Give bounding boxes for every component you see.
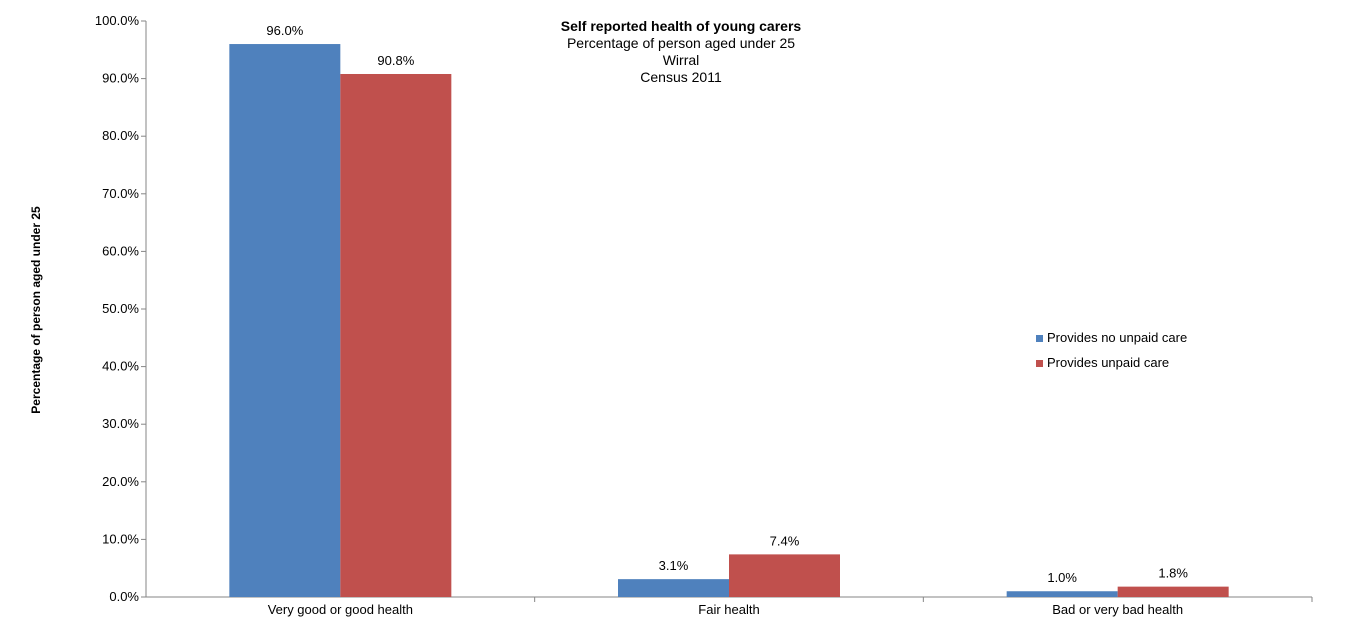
y-tick-label: 80.0% (102, 128, 139, 143)
y-tick-label: 40.0% (102, 359, 139, 374)
x-category-label: Bad or very bad health (1052, 602, 1183, 617)
legend-label: Provides no unpaid care (1047, 330, 1187, 345)
y-tick-label: 90.0% (102, 71, 139, 86)
y-tick-label: 50.0% (102, 301, 139, 316)
bar (729, 554, 840, 597)
data-label: 1.0% (1047, 570, 1077, 585)
bar (340, 73, 452, 597)
data-label: 1.8% (1158, 566, 1188, 581)
y-tick-label: 30.0% (102, 416, 139, 431)
legend-swatch (1036, 360, 1043, 367)
data-label: 3.1% (659, 558, 689, 573)
data-label: 96.0% (266, 23, 303, 38)
plot-area: 0.0% 10.0% 20.0% 30.0% 40.0% 50.0% 60.0% 70.0% 8… (95, 13, 1313, 617)
x-category-label: Fair health (698, 602, 759, 617)
chart-subtitle-line-3: Census 2011 (640, 69, 722, 85)
legend-swatch (1036, 335, 1043, 342)
bar (229, 44, 341, 598)
chart-title-block: Self reported health of young carers Per… (561, 18, 802, 85)
y-tick-label: 60.0% (102, 243, 139, 258)
y-tick-label: 10.0% (102, 531, 139, 546)
bar (618, 579, 729, 597)
y-tick-label: 0.0% (109, 589, 139, 604)
legend: Provides no unpaid care Provides unpaid c… (1036, 330, 1187, 370)
y-tick-label: 100.0% (95, 13, 140, 28)
data-label: 7.4% (770, 533, 800, 548)
chart-subtitle-line-1: Percentage of person aged under 25 (567, 35, 795, 51)
y-tick-label: 70.0% (102, 186, 139, 201)
y-tick-label: 20.0% (102, 474, 139, 489)
data-label: 90.8% (377, 53, 414, 68)
y-axis-label: Percentage of person aged under 25 (29, 206, 43, 414)
bar (1006, 591, 1118, 597)
bar (1117, 586, 1229, 597)
chart-subtitle-line-2: Wirral (663, 52, 700, 68)
x-category-label: Very good or good health (268, 602, 413, 617)
legend-label: Provides unpaid care (1047, 355, 1169, 370)
chart-title: Self reported health of young carers (561, 18, 802, 34)
